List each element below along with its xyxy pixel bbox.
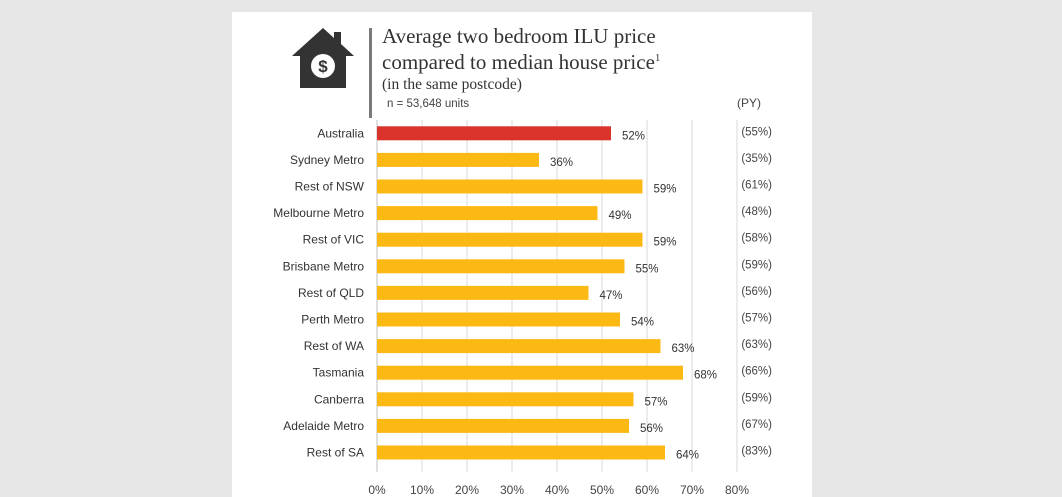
value-label: 52% [622, 130, 645, 142]
prior-year-label: (59%) [741, 392, 772, 404]
prior-year-label: (57%) [741, 313, 772, 325]
bar [377, 259, 625, 274]
x-tick-label: 0% [368, 483, 386, 497]
value-label: 49% [609, 210, 632, 222]
bar [377, 126, 611, 141]
value-label: 63% [672, 343, 695, 355]
chart-title-line-1: Average two bedroom ILU price [382, 24, 656, 48]
category-label: Melbourne Metro [273, 206, 364, 220]
value-label: 64% [676, 450, 699, 462]
category-label: Tasmania [313, 366, 365, 380]
x-tick-label: 10% [410, 483, 434, 497]
title-footnote-marker: 1 [654, 52, 661, 64]
x-tick-label: 40% [545, 483, 569, 497]
category-label: Rest of NSW [295, 180, 365, 194]
prior-year-label: (66%) [741, 366, 772, 378]
prior-year-label: (58%) [741, 233, 772, 245]
chart-subtitle: (in the same postcode) [382, 76, 522, 93]
value-label: 54% [631, 317, 654, 329]
prior-year-header: (PY) [737, 96, 761, 110]
house-dollar-icon: $ [292, 28, 354, 88]
category-label: Rest of QLD [298, 286, 364, 300]
bar [377, 152, 539, 167]
x-tick-label: 50% [590, 483, 614, 497]
value-label: 36% [550, 157, 573, 169]
category-label: Canberra [314, 392, 364, 406]
bar [377, 392, 634, 407]
title-divider [369, 28, 372, 118]
prior-year-label: (56%) [741, 286, 772, 298]
category-label: Rest of SA [307, 446, 364, 460]
category-label: Adelaide Metro [283, 419, 364, 433]
svg-text:$: $ [318, 57, 328, 76]
x-tick-label: 80% [725, 483, 749, 497]
chart-title-line-2-text: compared to median house price [382, 50, 655, 74]
x-tick-label: 20% [455, 483, 479, 497]
value-label: 59% [654, 184, 677, 196]
bar-chart: 0% 10% 20% 30% 40% 50% 60% 70% 80% Australia 52% (5… [273, 120, 772, 497]
category-label: Rest of WA [304, 339, 364, 353]
prior-year-label: (63%) [741, 339, 772, 351]
bar [377, 365, 683, 380]
value-label: 55% [636, 263, 659, 275]
bar [377, 179, 643, 194]
prior-year-label: (35%) [741, 153, 772, 165]
chart-title-line-2: compared to median house price1 [382, 50, 660, 75]
bar [377, 312, 620, 327]
bar [377, 445, 665, 460]
bar [377, 206, 598, 221]
category-label: Australia [317, 126, 364, 140]
bar [377, 339, 661, 354]
prior-year-label: (48%) [741, 206, 772, 218]
bar [377, 418, 629, 433]
prior-year-label: (55%) [741, 126, 772, 138]
sample-size-note: n = 53,648 units [387, 98, 470, 110]
prior-year-label: (67%) [741, 419, 772, 431]
chart-panel: $ Average two bedroom ILU price compared… [232, 12, 812, 497]
category-label: Perth Metro [301, 313, 364, 327]
value-label: 56% [640, 423, 663, 435]
value-label: 47% [600, 290, 623, 302]
prior-year-label: (83%) [741, 446, 772, 458]
prior-year-label: (59%) [741, 259, 772, 271]
value-label: 57% [645, 396, 668, 408]
category-label: Brisbane Metro [283, 259, 365, 273]
value-label: 68% [694, 370, 717, 382]
prior-year-label: (61%) [741, 180, 772, 192]
category-label: Sydney Metro [290, 153, 364, 167]
x-tick-label: 60% [635, 483, 659, 497]
x-tick-label: 30% [500, 483, 524, 497]
x-tick-label: 70% [680, 483, 704, 497]
category-label: Rest of VIC [303, 233, 365, 247]
bar [377, 232, 643, 247]
bar [377, 285, 589, 300]
value-label: 59% [654, 237, 677, 249]
